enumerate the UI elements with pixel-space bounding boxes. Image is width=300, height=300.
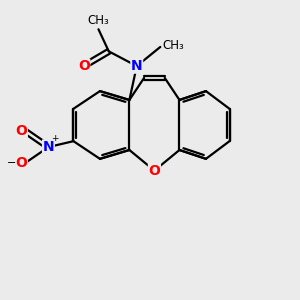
Text: −: − [7,158,16,168]
Text: CH₃: CH₃ [88,14,109,27]
Text: O: O [15,124,27,138]
Text: O: O [15,156,27,170]
Text: O: O [78,59,90,73]
Text: +: + [51,134,59,143]
Text: CH₃: CH₃ [163,39,184,52]
Text: N: N [131,59,142,73]
Text: O: O [148,164,160,178]
Text: N: N [43,140,54,154]
